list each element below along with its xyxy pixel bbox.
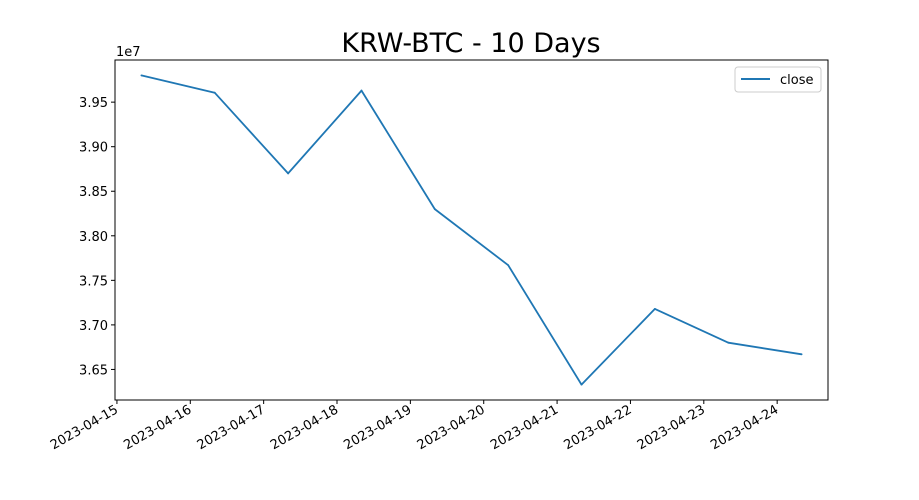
x-tick-label: 2023-04-22 [562,402,635,453]
x-tick-label: 2023-04-19 [341,402,414,453]
x-axis: 2023-04-15 2023-04-16 2023-04-17 2023-04-18… [48,400,781,453]
x-tick-label: 2023-04-15 [48,402,121,453]
data-point [213,91,216,94]
y-axis: 3.65 3.70 3.75 3.80 3.85 3.90 3.95 [79,96,115,378]
x-tick-label: 2023-04-18 [268,402,341,453]
data-point [433,208,436,210]
y-tick-label: 3.70 [79,319,108,334]
x-tick-label: 2023-04-16 [121,402,194,453]
x-tick-label: 2023-04-21 [488,402,561,453]
x-tick-label: 2023-04-17 [195,402,268,453]
legend: close [734,66,822,93]
data-point [580,383,583,386]
y-tick-label: 3.75 [79,274,108,289]
y-tick-label: 3.80 [79,230,108,245]
x-tick-label: 2023-04-23 [635,402,708,453]
chart-title: KRW-BTC - 10 Days [341,28,600,59]
data-point [360,89,363,92]
legend-box [734,66,822,93]
x-tick-label: 2023-04-24 [708,402,781,453]
data-point [140,74,143,77]
data-point [653,307,656,310]
y-tick-label: 3.65 [79,363,108,378]
data-point [287,172,290,175]
y-tick-label: 3.90 [79,141,108,156]
y-offset-label: 1e7 [116,45,141,60]
data-point [727,341,730,344]
data-point [800,353,803,356]
y-tick-label: 3.85 [79,185,108,200]
series-line-close [141,74,802,386]
x-tick-label: 2023-04-20 [415,402,488,453]
legend-label-close: close [780,73,813,88]
data-point [507,264,510,267]
y-tick-label: 3.95 [79,96,108,111]
plot-area [115,60,828,400]
plot-frame [114,59,829,401]
series-layer [140,74,803,386]
